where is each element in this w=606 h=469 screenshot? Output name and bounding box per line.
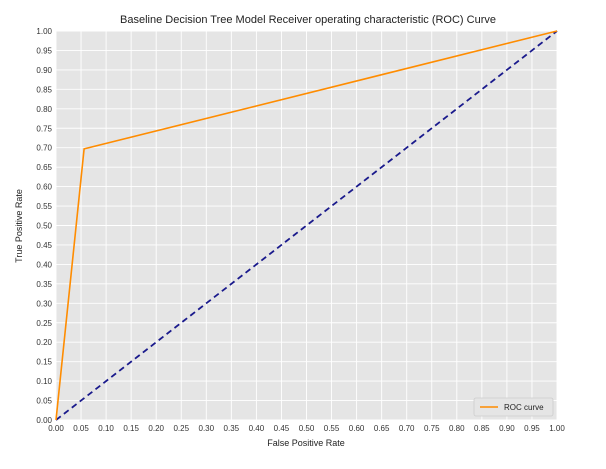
x-tick-label: 0.25 <box>173 424 189 433</box>
x-tick-label: 0.35 <box>224 424 240 433</box>
y-tick-label: 0.10 <box>36 377 52 386</box>
y-tick-label: 0.00 <box>36 416 52 425</box>
legend: ROC curve <box>473 397 554 417</box>
y-tick-label: 0.65 <box>36 163 52 172</box>
legend-box <box>473 397 554 417</box>
y-tick-label: 0.20 <box>36 338 52 347</box>
y-axis-label: True Positive Rate <box>14 189 24 263</box>
x-tick-label: 0.85 <box>474 424 490 433</box>
x-axis-ticks: 0.00 0.05 0.10 0.15 0.20 0.25 0.30 0.35 0.40 0.45… <box>48 424 565 433</box>
y-tick-label: 0.80 <box>36 105 52 114</box>
y-tick-label: 0.70 <box>36 144 52 153</box>
y-tick-label: 0.50 <box>36 222 52 231</box>
y-tick-label: 0.90 <box>36 66 52 75</box>
y-tick-label: 0.30 <box>36 299 52 308</box>
roc-curve-line <box>55 30 558 421</box>
y-tick-label: 0.35 <box>36 280 52 289</box>
x-tick-label: 1.00 <box>549 424 565 433</box>
x-tick-label: 0.05 <box>73 424 89 433</box>
x-tick-label: 0.20 <box>148 424 164 433</box>
x-tick-label: 0.15 <box>123 424 139 433</box>
x-tick-label: 0.80 <box>449 424 465 433</box>
x-tick-label: 0.55 <box>324 424 340 433</box>
x-tick-label: 0.60 <box>349 424 365 433</box>
x-tick-label: 0.10 <box>98 424 114 433</box>
y-axis-ticks: 0.00 0.05 0.10 0.15 0.20 0.25 0.30 0.35 0.40 0.45… <box>36 27 52 425</box>
y-tick-label: 0.15 <box>36 358 52 367</box>
y-tick-label: 1.00 <box>36 27 52 36</box>
y-tick-label: 0.05 <box>36 397 52 406</box>
x-tick-label: 0.30 <box>199 424 215 433</box>
y-tick-label: 0.40 <box>36 260 52 269</box>
y-tick-label: 0.60 <box>36 183 52 192</box>
x-tick-label: 0.75 <box>424 424 440 433</box>
y-tick-label: 0.45 <box>36 241 52 250</box>
y-tick-label: 0.85 <box>36 85 52 94</box>
x-tick-label: 0.90 <box>499 424 515 433</box>
y-tick-label: 0.55 <box>36 202 52 211</box>
x-tick-label: 0.65 <box>374 424 390 433</box>
x-tick-label: 0.95 <box>524 424 540 433</box>
x-tick-label: 0.70 <box>399 424 415 433</box>
x-tick-label: 0.50 <box>299 424 315 433</box>
y-tick-label: 0.95 <box>36 46 52 55</box>
chart-title: Baseline Decision Tree Model Receiver op… <box>120 14 496 26</box>
y-tick-label: 0.75 <box>36 124 52 133</box>
x-tick-label: 0.40 <box>249 424 265 433</box>
x-axis-label: False Positive Rate <box>267 438 345 448</box>
x-tick-label: 0.45 <box>274 424 290 433</box>
chance-diagonal-line <box>55 30 558 421</box>
x-tick-label: 0.00 <box>48 424 64 433</box>
y-tick-label: 0.25 <box>36 319 52 328</box>
grid-lines <box>55 30 558 421</box>
series-lines <box>55 30 558 421</box>
legend-label-roc-curve: ROC curve <box>504 403 544 412</box>
